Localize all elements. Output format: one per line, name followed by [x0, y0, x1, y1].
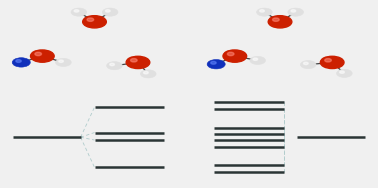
- Circle shape: [130, 58, 137, 62]
- Circle shape: [272, 18, 279, 21]
- Circle shape: [324, 58, 332, 62]
- Circle shape: [107, 62, 122, 70]
- Circle shape: [260, 10, 264, 12]
- Circle shape: [207, 60, 225, 69]
- Circle shape: [269, 16, 285, 24]
- Circle shape: [340, 71, 344, 73]
- Circle shape: [325, 58, 332, 62]
- Circle shape: [250, 56, 265, 64]
- Circle shape: [301, 61, 316, 69]
- Circle shape: [31, 50, 54, 62]
- Circle shape: [268, 16, 292, 28]
- Circle shape: [105, 10, 110, 12]
- Circle shape: [34, 52, 42, 56]
- Circle shape: [127, 57, 143, 65]
- Circle shape: [71, 8, 87, 16]
- Circle shape: [56, 58, 71, 67]
- Circle shape: [84, 16, 99, 24]
- Circle shape: [87, 18, 94, 21]
- Circle shape: [59, 60, 64, 62]
- Circle shape: [304, 62, 308, 65]
- Circle shape: [257, 8, 272, 16]
- Circle shape: [336, 69, 352, 77]
- Circle shape: [130, 58, 137, 62]
- Circle shape: [321, 56, 344, 69]
- Circle shape: [35, 52, 42, 56]
- Circle shape: [273, 18, 279, 21]
- Circle shape: [126, 56, 150, 69]
- Circle shape: [144, 71, 148, 74]
- Circle shape: [288, 8, 304, 16]
- Circle shape: [321, 57, 337, 65]
- Circle shape: [102, 8, 118, 16]
- Circle shape: [83, 16, 106, 28]
- Circle shape: [227, 52, 234, 56]
- Circle shape: [74, 10, 79, 12]
- Circle shape: [12, 58, 30, 67]
- Circle shape: [291, 10, 296, 12]
- Circle shape: [211, 61, 216, 64]
- Circle shape: [141, 70, 156, 78]
- Circle shape: [224, 51, 239, 58]
- Circle shape: [227, 52, 234, 56]
- Circle shape: [253, 58, 258, 60]
- Circle shape: [223, 50, 246, 62]
- Circle shape: [31, 51, 47, 58]
- Circle shape: [87, 18, 94, 21]
- Circle shape: [16, 60, 21, 62]
- Circle shape: [110, 63, 115, 66]
